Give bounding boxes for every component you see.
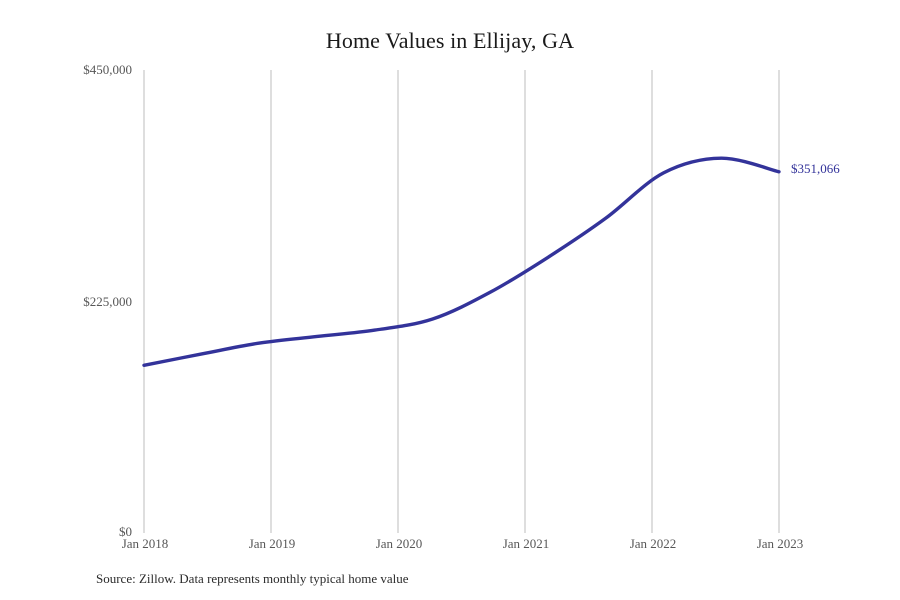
- x-axis-tick-jan-2020: Jan 2020: [375, 536, 423, 551]
- x-axis-tick-jan-2019: Jan 2019: [248, 536, 296, 551]
- gridlines: [143, 70, 780, 533]
- x-axis-tick-jan-2018: Jan 2018: [121, 536, 169, 551]
- x-axis-tick-jan-2023: Jan 2023: [756, 536, 804, 551]
- y-axis-tick-top-label: $450,000: [83, 62, 132, 77]
- x-axis-tick-jan-2021: Jan 2021: [502, 536, 550, 551]
- y-axis-tick-mid-label: $225,000: [83, 294, 132, 309]
- y-axis-tick-bottom-label: $0: [119, 524, 132, 539]
- endpoint-value-label: $351,066: [791, 161, 840, 176]
- source-note: Source: Zillow. Data represents monthly …: [96, 571, 409, 586]
- data-line-typical-home-value: [142, 156, 781, 367]
- chart-title: Home Values in Ellijay, GA: [325, 28, 575, 53]
- x-axis-tick-jan-2022: Jan 2022: [629, 536, 677, 551]
